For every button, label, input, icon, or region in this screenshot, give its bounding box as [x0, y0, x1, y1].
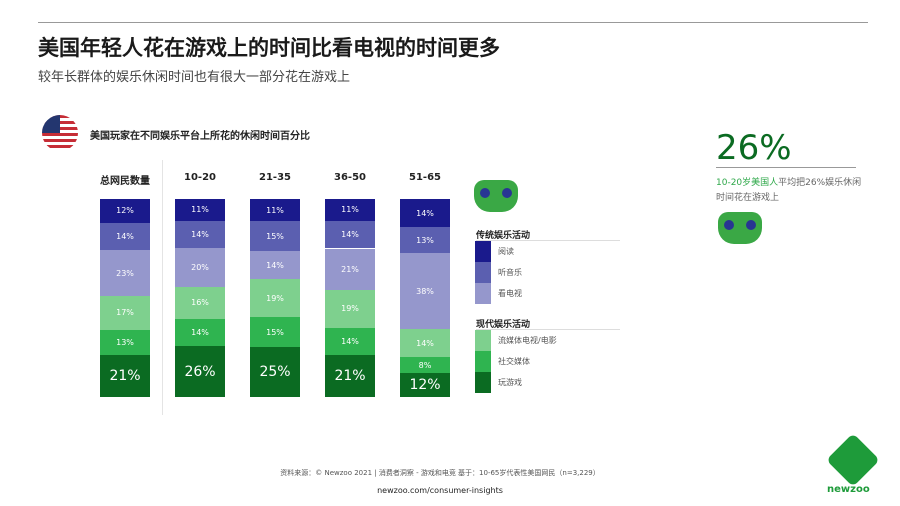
us-flag-icon [42, 115, 78, 151]
highlight-rule [716, 167, 856, 168]
legend-swatch [475, 351, 491, 372]
gamepad-icon [474, 180, 518, 212]
legend-label: 社交媒体 [498, 357, 530, 366]
chart-divider [162, 160, 163, 415]
legend-label: 听音乐 [498, 268, 522, 277]
legend-group-title: 传统娱乐活动 [476, 231, 531, 241]
footer-link[interactable]: newzoo.com/consumer-insights [377, 486, 503, 495]
bar-segment: 15% [250, 221, 300, 251]
highlight-note-emphasis: 10-20岁美国人 [716, 178, 779, 188]
bar-segment: 15% [250, 317, 300, 347]
legend-label: 流媒体电视/电影 [498, 336, 557, 345]
newzoo-logo-text: newzoo [827, 484, 870, 495]
legend-group-title: 现代娱乐活动 [476, 320, 531, 330]
bar-segment: 14% [400, 199, 450, 227]
source-note: 资料来源：© Newzoo 2021 | 消费者洞察 - 游戏和电竞 基于：10… [280, 469, 600, 477]
bar-segment: 17% [100, 296, 150, 330]
bar-segment: 20% [175, 248, 225, 288]
legend-label: 看电视 [498, 289, 522, 298]
category-label: 总网民数量 [100, 176, 150, 187]
highlight-note-text: 平均把26%娱乐休闲时间花在游戏上 [716, 178, 862, 203]
highlight-note: 10-20岁美国人平均把26%娱乐休闲时间花在游戏上 [716, 176, 866, 206]
category-label: 10-20 [184, 172, 216, 183]
newzoo-logo-icon [826, 433, 880, 487]
legend-swatch [475, 330, 491, 351]
page-subtitle: 较年长群体的娱乐休闲时间也有很大一部分花在游戏上 [38, 70, 351, 85]
bar-segment: 25% [250, 347, 300, 397]
top-rule [38, 22, 868, 23]
gamepad-icon [718, 212, 762, 244]
bar-segment: 14% [400, 329, 450, 357]
bar-segment: 11% [175, 199, 225, 221]
bar-segment: 23% [100, 250, 150, 296]
bar-segment: 11% [250, 199, 300, 221]
bar-segment: 14% [250, 251, 300, 279]
category-label: 21-35 [259, 172, 291, 183]
legend-label: 阅读 [498, 247, 514, 256]
bar-segment: 12% [400, 373, 450, 397]
bar-segment: 14% [325, 220, 375, 249]
legend-swatch [475, 241, 491, 262]
bar-segment: 14% [175, 220, 225, 248]
bar-segment: 38% [400, 253, 450, 329]
bar-segment: 21% [100, 355, 150, 397]
bar-segment: 13% [400, 227, 450, 253]
highlight-value: 26% [716, 128, 792, 168]
bar-segment: 21% [325, 355, 375, 397]
legend-rule [476, 240, 620, 241]
category-label: 51-65 [409, 172, 441, 183]
bar-segment: 14% [325, 327, 375, 356]
bar-segment: 8% [400, 357, 450, 373]
category-label: 36-50 [334, 172, 366, 183]
bar-segment: 11% [325, 199, 375, 221]
bar-segment: 12% [100, 199, 150, 223]
chart-title: 美国玩家在不同娱乐平台上所花的休闲时间百分比 [90, 131, 310, 142]
legend-swatch [475, 283, 491, 304]
bar-segment: 14% [175, 318, 225, 347]
bar-segment: 16% [175, 287, 225, 319]
legend-swatch [475, 262, 491, 283]
legend-rule [476, 329, 620, 330]
bar-segment: 13% [100, 329, 150, 356]
bar-segment: 19% [250, 279, 300, 317]
bar-segment: 21% [325, 248, 375, 291]
legend-swatch [475, 372, 491, 393]
legend-label: 玩游戏 [498, 378, 522, 387]
page-title: 美国年轻人花在游戏上的时间比看电视的时间更多 [38, 36, 500, 60]
bar-segment: 14% [100, 222, 150, 251]
bar-segment: 19% [325, 290, 375, 328]
bar-segment: 26% [175, 346, 225, 397]
